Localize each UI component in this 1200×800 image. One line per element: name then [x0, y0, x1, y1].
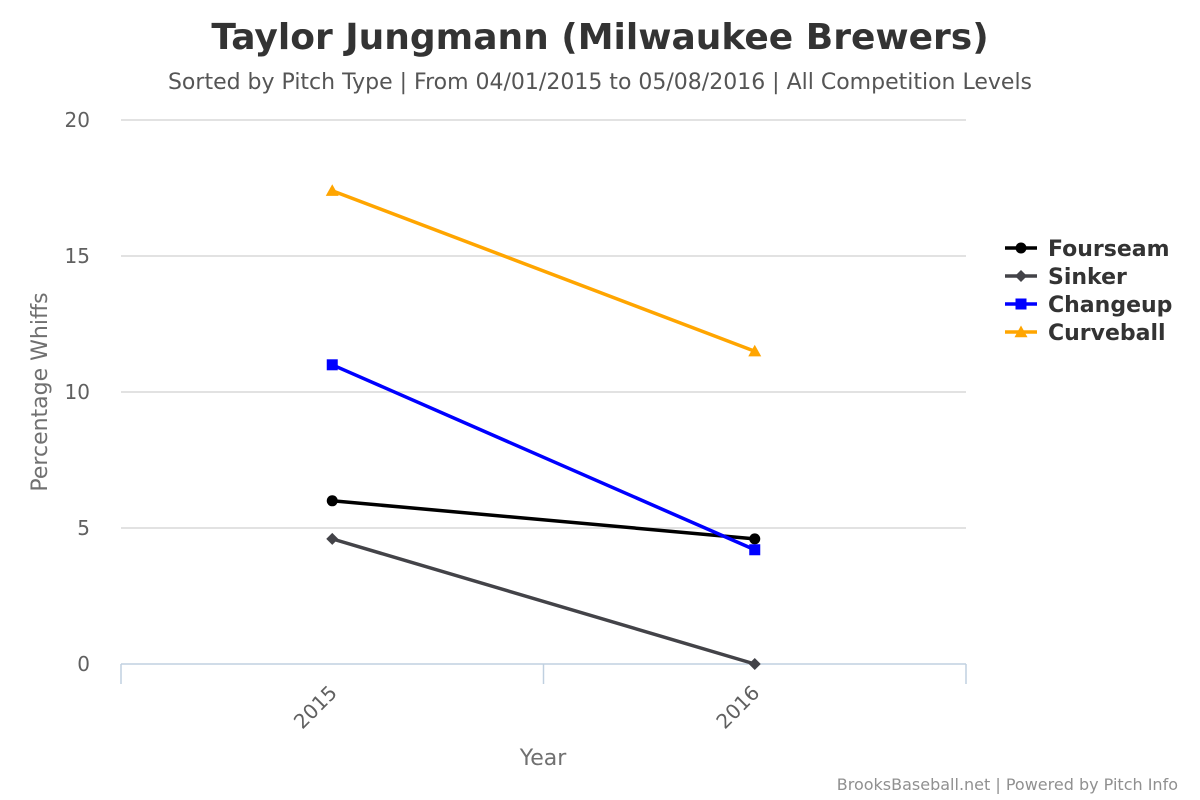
credits: BrooksBaseball.net | Powered by Pitch In…: [837, 775, 1178, 794]
x-tick-label: 2015: [289, 681, 342, 734]
y-axis-title: Percentage Whiffs: [28, 292, 53, 491]
series-curveball: [325, 184, 762, 357]
legend-marker-sinker: [1015, 270, 1027, 282]
series-sinker: [326, 532, 761, 670]
legend-marker-changeup: [1015, 298, 1027, 310]
data-point-sinker-2015: [326, 532, 339, 545]
data-point-curveball-2015: [325, 184, 339, 196]
legend-item-curveball: Curveball: [1005, 321, 1166, 346]
data-point-fourseam-2015: [326, 495, 338, 507]
series-group: [325, 184, 762, 670]
chart-subtitle: Sorted by Pitch Type | From 04/01/2015 t…: [168, 70, 1032, 95]
x-tick-label: 2016: [711, 681, 764, 734]
series-fourseam: [326, 495, 761, 545]
series-changeup: [326, 359, 761, 556]
series-line-changeup: [330, 363, 757, 552]
data-point-curveball-2016: [748, 344, 762, 357]
legend-item-fourseam: Fourseam: [1005, 237, 1170, 262]
x-axis-title: Year: [519, 746, 568, 771]
x-axis: 2015 2016: [120, 663, 967, 734]
y-tick-label: 20: [65, 108, 90, 132]
series-line-curveball: [330, 188, 757, 353]
data-point-changeup-2015: [326, 359, 338, 371]
y-tick-label: 0: [77, 652, 90, 676]
chart-title: Taylor Jungmann (Milwaukee Brewers): [211, 17, 988, 58]
legend-marker-curveball: [1014, 325, 1028, 338]
legend-label-sinker: Sinker: [1048, 265, 1127, 290]
y-axis-ticks: 0 5 10 15 20: [65, 108, 90, 676]
legend: Fourseam Sinker Changeup Curveball: [1005, 237, 1172, 346]
legend-label-changeup: Changeup: [1048, 293, 1172, 318]
legend-label-curveball: Curveball: [1048, 321, 1166, 346]
data-point-sinker-2016: [748, 658, 761, 670]
legend-item-sinker: Sinker: [1005, 265, 1127, 290]
series-line-sinker: [330, 537, 757, 666]
series-line-fourseam: [330, 499, 757, 541]
legend-marker-fourseam: [1015, 242, 1027, 254]
data-point-fourseam-2016: [749, 533, 761, 545]
legend-item-changeup: Changeup: [1005, 293, 1172, 318]
gridlines: [121, 119, 966, 529]
legend-label-fourseam: Fourseam: [1048, 237, 1170, 262]
y-tick-label: 15: [65, 244, 90, 268]
y-tick-label: 10: [65, 380, 90, 404]
y-tick-label: 5: [77, 516, 90, 540]
data-point-changeup-2016: [749, 544, 761, 556]
